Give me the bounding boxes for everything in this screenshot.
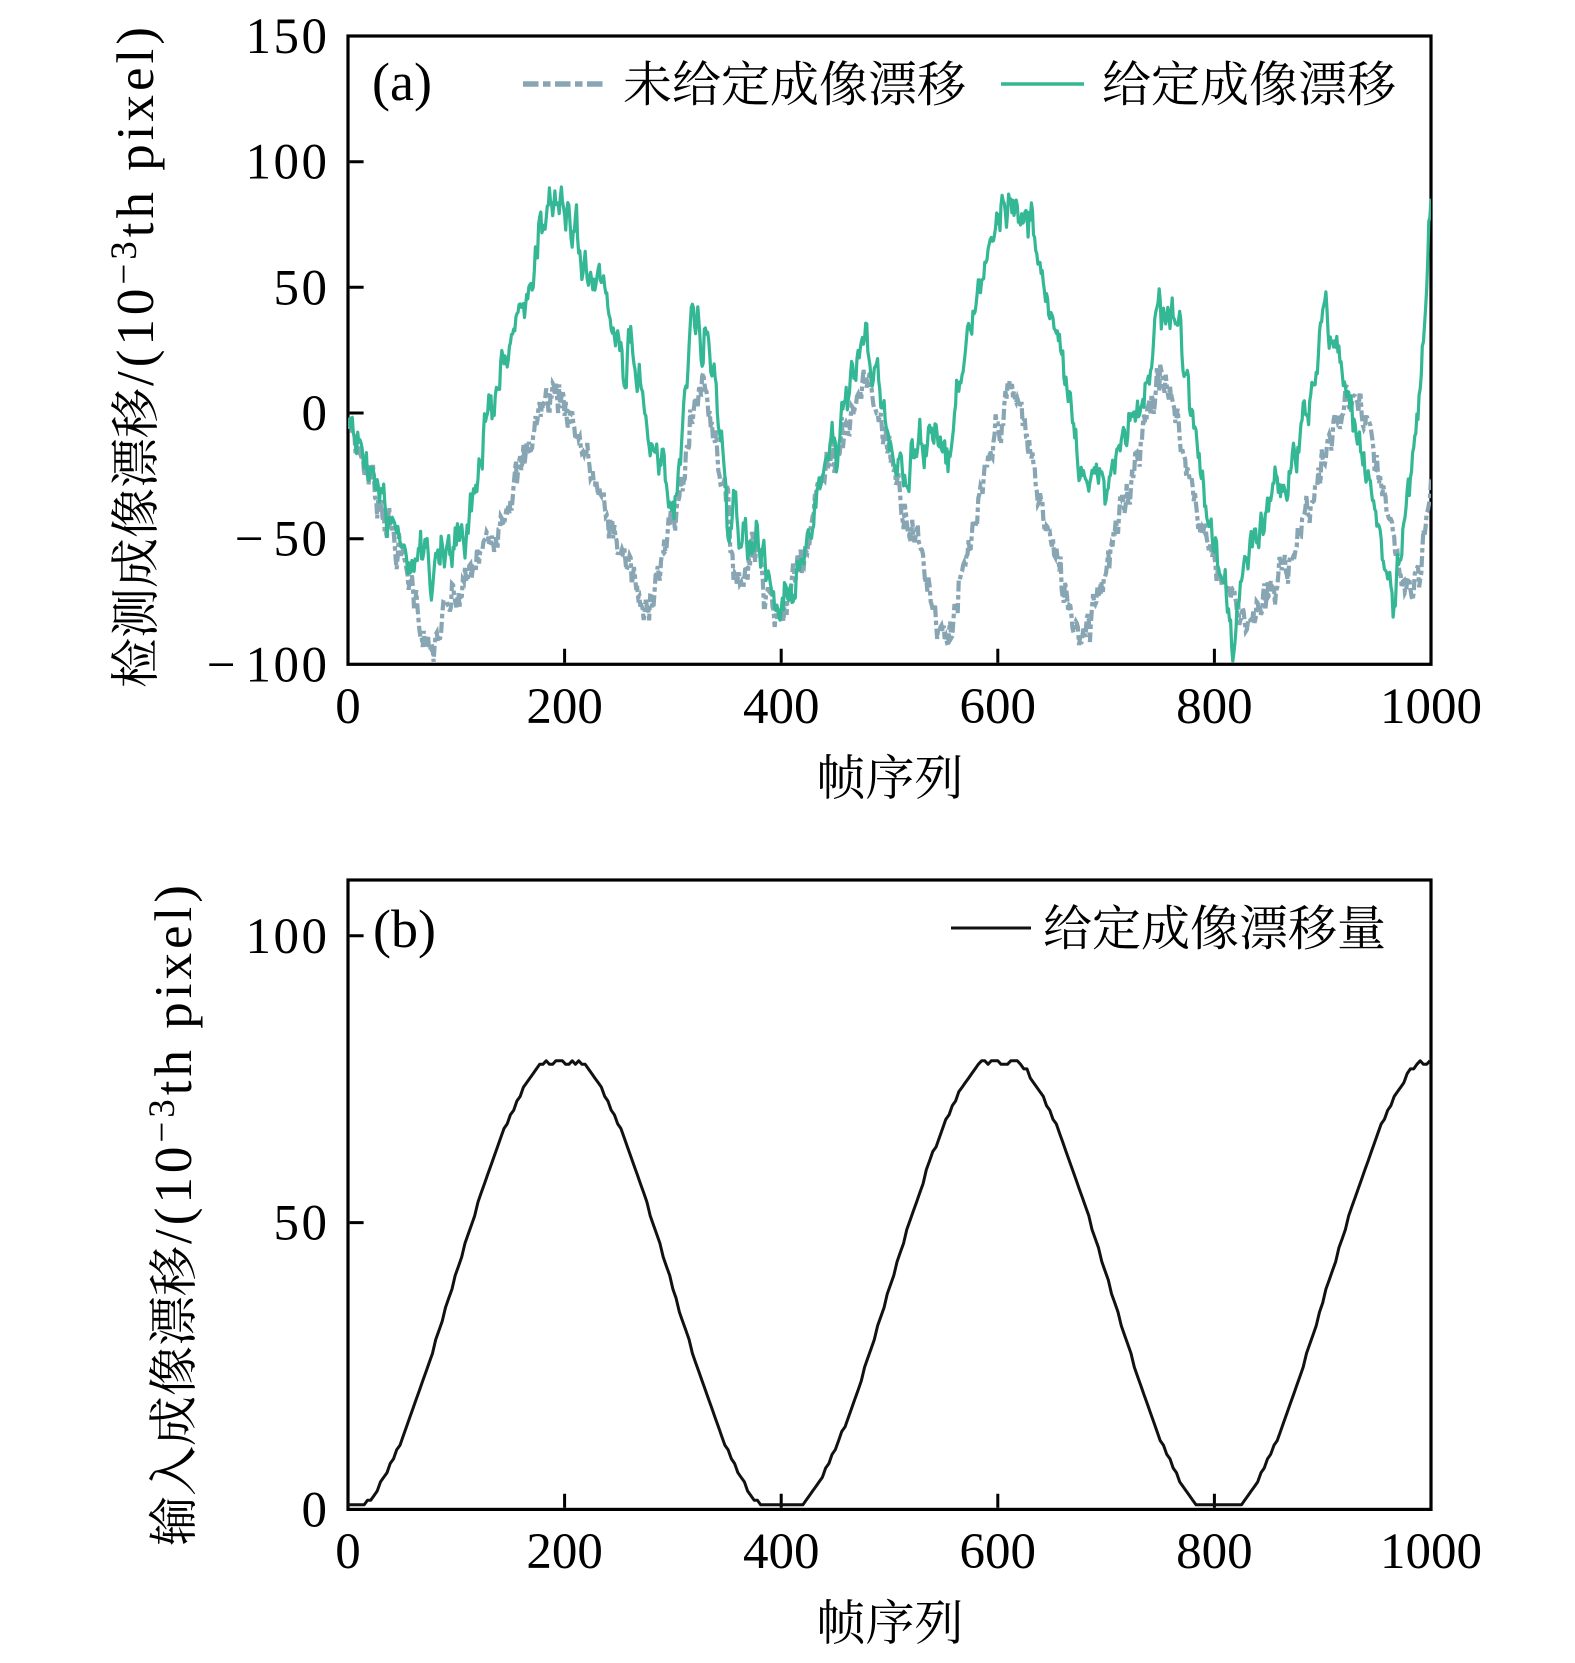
- svg-text:200: 200: [526, 1524, 603, 1580]
- svg-text:200: 200: [526, 679, 603, 735]
- svg-text:0: 0: [302, 1482, 330, 1538]
- svg-text:1000: 1000: [1380, 1524, 1482, 1580]
- svg-text:0: 0: [335, 1524, 361, 1580]
- svg-text:400: 400: [743, 679, 820, 735]
- svg-text:0: 0: [302, 386, 330, 442]
- svg-text:(b): (b): [373, 899, 436, 959]
- svg-text:800: 800: [1176, 679, 1253, 735]
- svg-text:150: 150: [246, 9, 330, 65]
- svg-text:50: 50: [274, 1196, 330, 1252]
- svg-text:/(10−3th pixel): /(10−3th pixel): [142, 881, 203, 1244]
- svg-text:1000: 1000: [1380, 679, 1482, 735]
- svg-text:−100: −100: [207, 637, 330, 693]
- svg-text:600: 600: [960, 1524, 1037, 1580]
- svg-text:0: 0: [335, 679, 361, 735]
- svg-text:−50: −50: [235, 512, 330, 568]
- svg-text:/(10−3th pixel): /(10−3th pixel): [104, 23, 165, 386]
- svg-text:800: 800: [1176, 1524, 1253, 1580]
- svg-text:400: 400: [743, 1524, 820, 1580]
- svg-text:(a): (a): [372, 52, 432, 112]
- svg-text:100: 100: [246, 909, 330, 965]
- svg-text:600: 600: [960, 679, 1037, 735]
- svg-text:50: 50: [274, 260, 330, 316]
- svg-text:100: 100: [246, 135, 330, 191]
